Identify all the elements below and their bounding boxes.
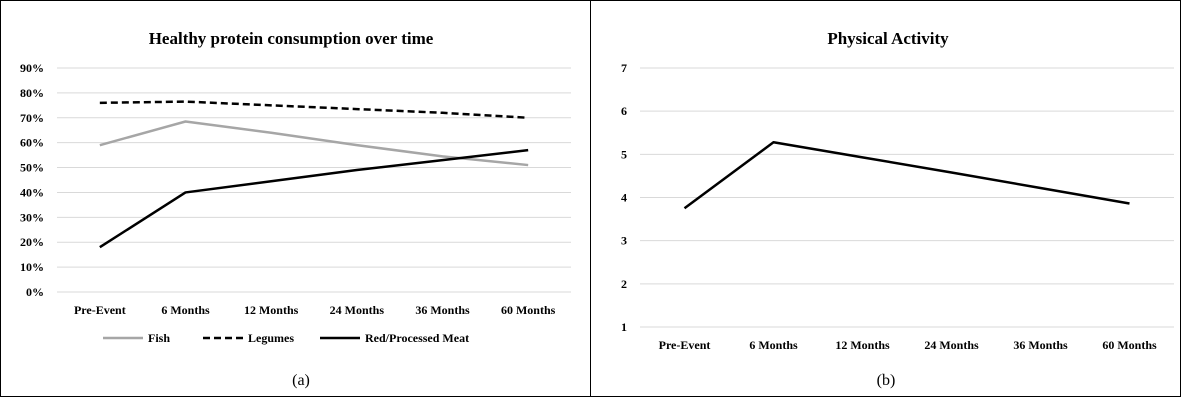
chart-a-svg: Healthy protein consumption over time 90… (20, 29, 571, 389)
y-tick-label: 3 (621, 234, 627, 248)
x-tick-label: 6 Months (749, 338, 798, 352)
chart-a-title: Healthy protein consumption over time (149, 29, 434, 48)
x-tick-label: 36 Months (415, 303, 470, 317)
y-tick-label: 40% (20, 185, 44, 199)
series-line-legumes (99, 100, 529, 120)
x-tick-label: 6 Months (161, 303, 210, 317)
y-tick-label: 30% (20, 210, 44, 224)
y-tick-label: 20% (20, 235, 44, 249)
y-tick-label: 60% (20, 136, 44, 150)
chart-a-caption: (a) (292, 372, 310, 389)
y-tick-label: 2 (621, 277, 627, 291)
series-line-0 (683, 140, 1130, 210)
y-tick-label: 90% (20, 61, 44, 75)
x-tick-label: Pre-Event (659, 338, 711, 352)
chart-b-caption: (b) (877, 372, 896, 389)
chart-b-svg: Physical Activity 7 6 5 4 3 2 1 Pre-Event 6 Mon… (621, 29, 1174, 389)
y-tick-label: 50% (20, 161, 44, 175)
chart-panel-b: Physical Activity 7 6 5 4 3 2 1 Pre-Event 6 Mon… (590, 0, 1181, 397)
y-tick-label: 7 (621, 61, 627, 75)
x-tick-label: 12 Months (835, 338, 890, 352)
x-tick-label: 24 Months (330, 303, 385, 317)
x-tick-label: 36 Months (1013, 338, 1068, 352)
chart-panel-a: Healthy protein consumption over time 90… (0, 0, 591, 397)
x-tick-label: 60 Months (1102, 338, 1157, 352)
x-tick-label: 24 Months (924, 338, 979, 352)
y-tick-label: 6 (621, 104, 627, 118)
y-tick-label: 0% (26, 285, 44, 299)
chart-b-title: Physical Activity (827, 29, 949, 48)
y-tick-label: 80% (20, 86, 44, 100)
y-tick-label: 1 (621, 320, 627, 334)
legend-label: Fish (148, 331, 170, 345)
x-tick-label: 60 Months (501, 303, 556, 317)
y-tick-label: 70% (20, 111, 44, 125)
legend-label: Legumes (248, 331, 294, 345)
y-tick-label: 10% (20, 260, 44, 274)
legend-label: Red/Processed Meat (365, 331, 469, 345)
x-tick-label: Pre-Event (74, 303, 126, 317)
y-tick-label: 4 (621, 191, 627, 205)
y-tick-label: 5 (621, 147, 627, 161)
x-tick-label: 12 Months (244, 303, 299, 317)
series-line-red-processed-meat (99, 148, 529, 249)
